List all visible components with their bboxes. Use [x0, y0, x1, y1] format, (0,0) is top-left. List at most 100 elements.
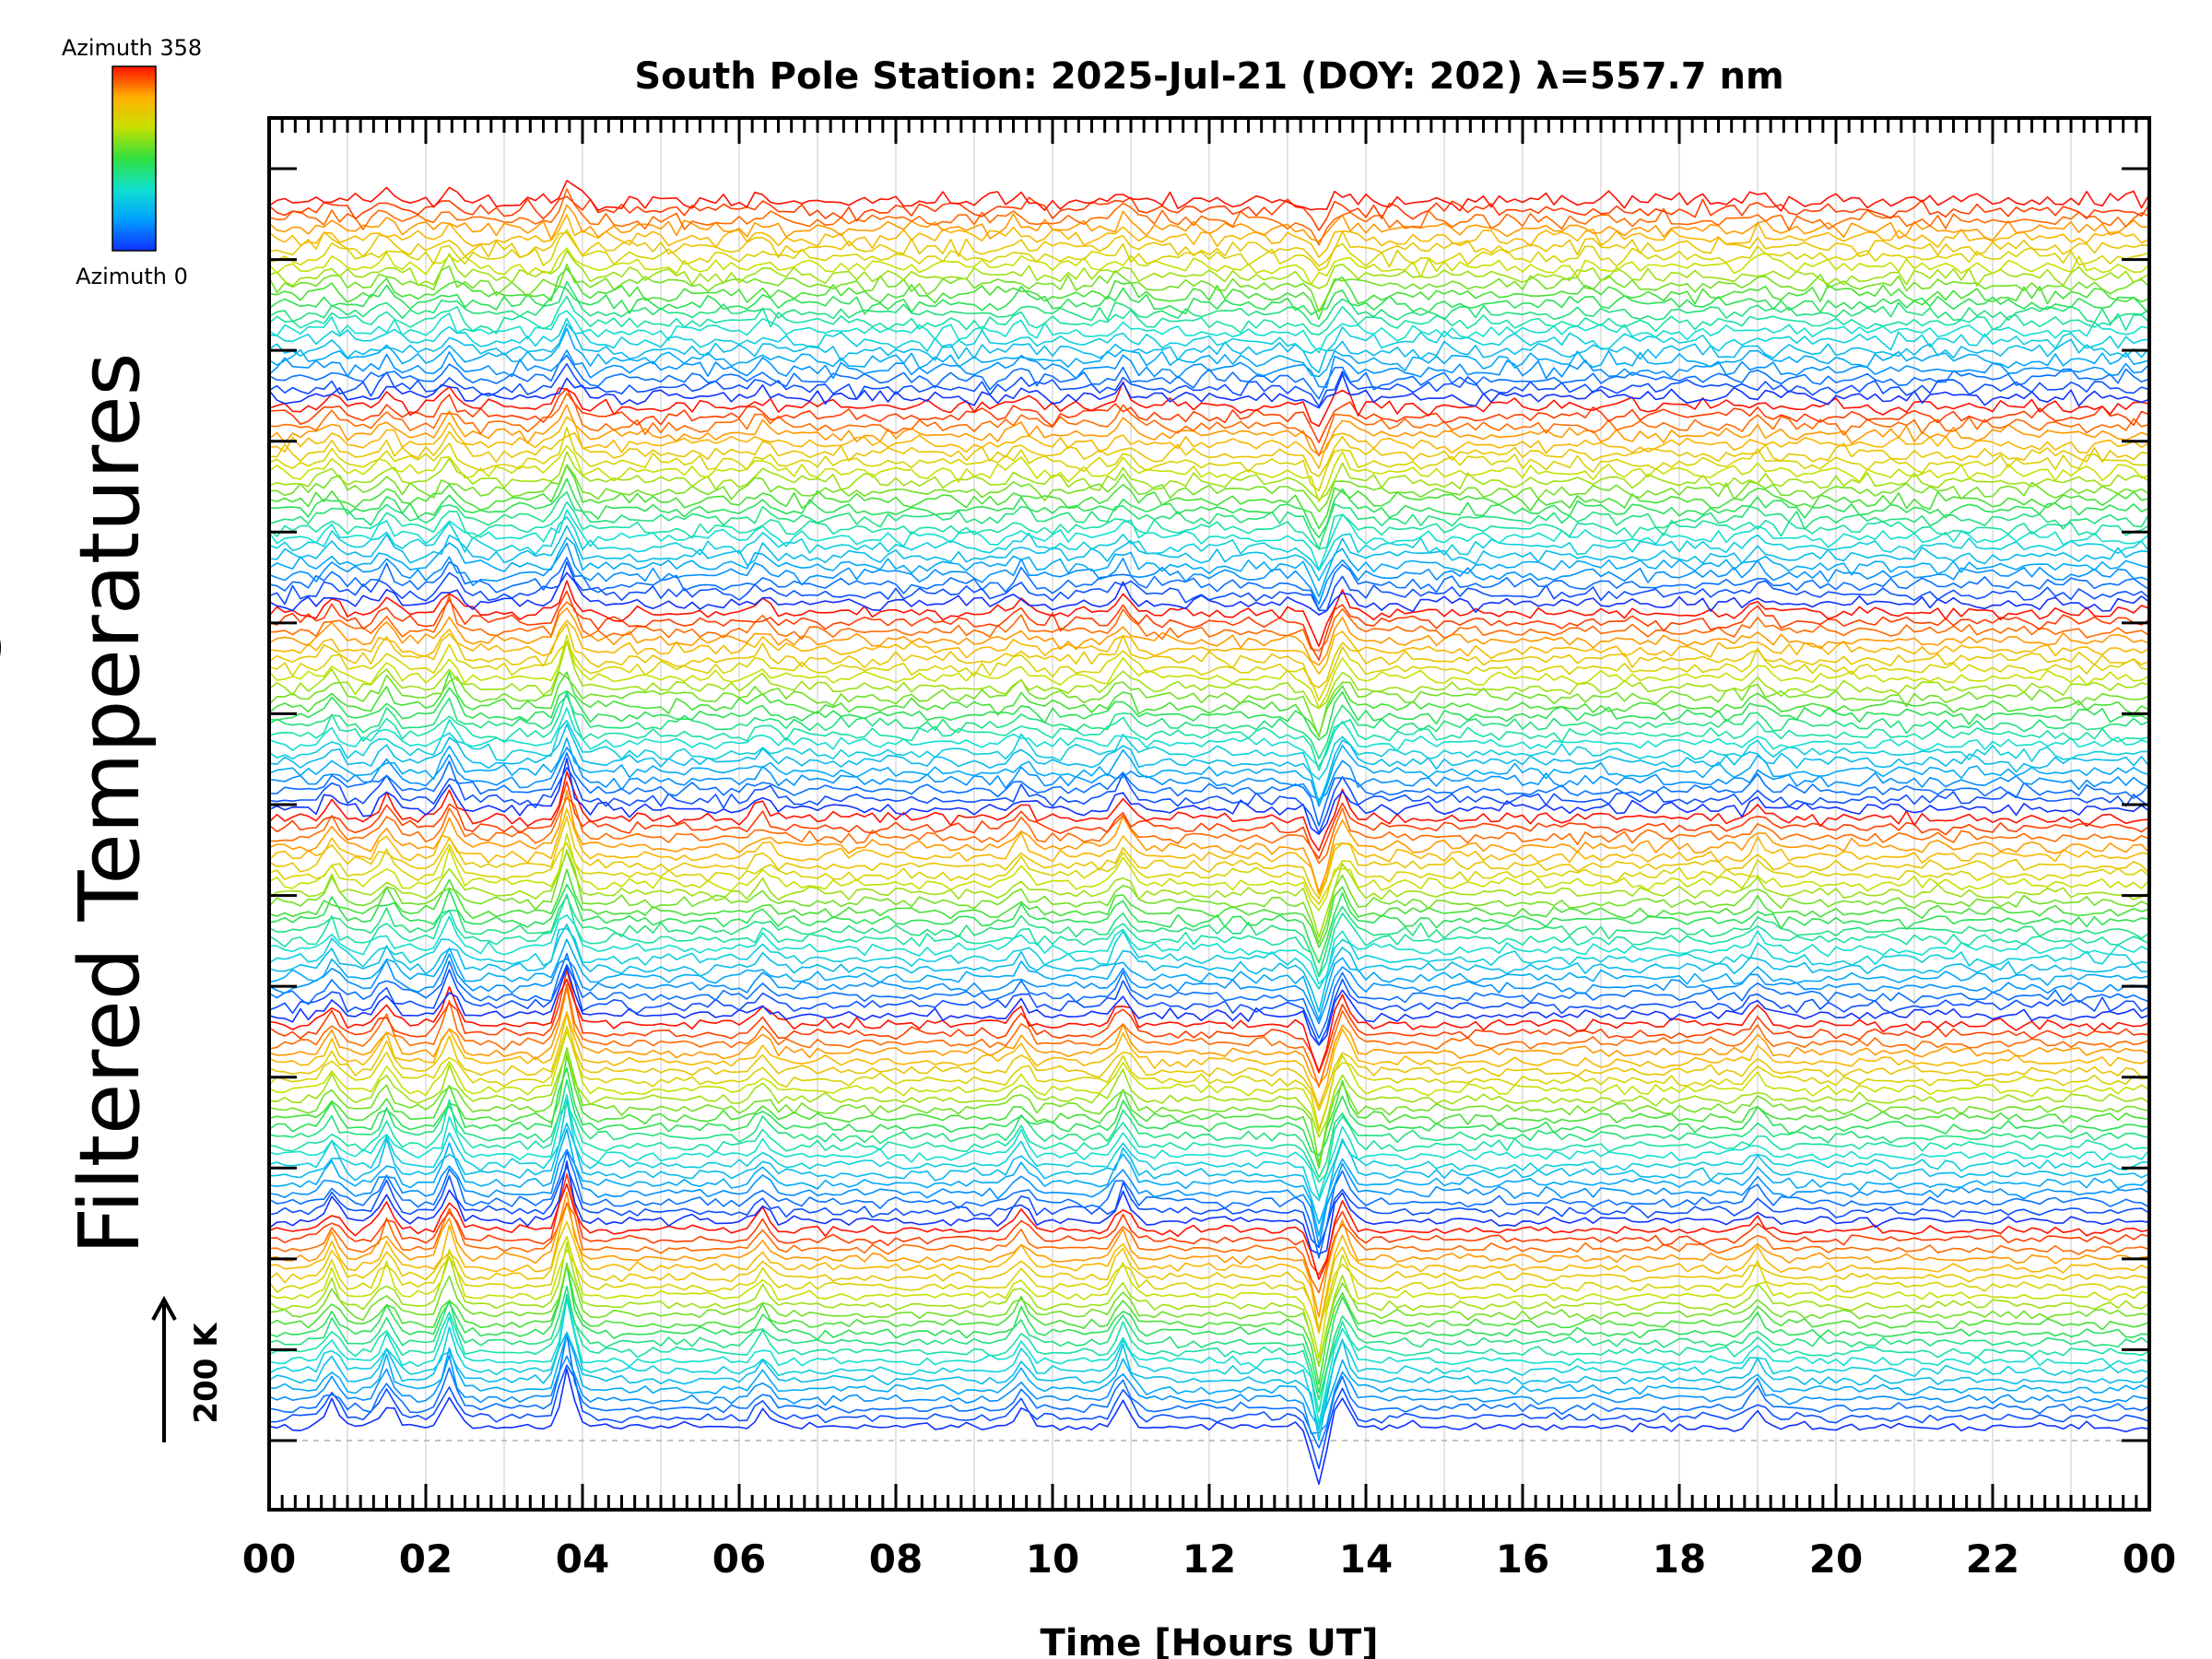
- temperature-trace: [269, 229, 2149, 272]
- temperature-trace: [269, 180, 2149, 212]
- x-tick-label: 18: [1653, 1536, 1706, 1582]
- temperature-trace: [269, 1099, 2149, 1183]
- temperature-trace: [269, 1030, 2149, 1133]
- temperature-trace: [269, 789, 2149, 894]
- x-tick-label: 10: [1026, 1536, 1079, 1582]
- temperature-trace: [269, 983, 2149, 1088]
- x-tick-label: 22: [1966, 1536, 2019, 1582]
- temperature-trace: [269, 895, 2149, 977]
- temperature-trace: [269, 606, 2149, 666]
- temperature-trace: [269, 1123, 2149, 1225]
- temperature-trace: [269, 868, 2149, 948]
- x-tick-label: 14: [1339, 1536, 1393, 1582]
- temperature-trace: [269, 1220, 2149, 1335]
- temperature-trace: [269, 913, 2149, 985]
- temperature-trace: [269, 1249, 2149, 1359]
- temperature-trace: [269, 752, 2149, 827]
- temperature-trace: [269, 590, 2149, 661]
- x-tick-label: 06: [712, 1536, 766, 1582]
- temperature-trace: [269, 536, 2149, 598]
- temperature-trace: [269, 1368, 2149, 1486]
- temperature-trace: [269, 1236, 2149, 1329]
- temperature-trace: [269, 416, 2149, 469]
- temperature-trace: [269, 1241, 2149, 1366]
- temperature-trace: [269, 310, 2149, 354]
- temperature-trace: [269, 1052, 2149, 1138]
- temperature-trace: [269, 594, 2149, 652]
- temperature-trace: [269, 560, 2149, 612]
- temperature-trace: [269, 1265, 2149, 1394]
- temperature-trace: [269, 263, 2149, 312]
- temperature-trace: [269, 250, 2149, 289]
- temperature-trace: [269, 1182, 2149, 1280]
- colorbar-gradient: [112, 65, 157, 252]
- chart-title: South Pole Station: 2025-Jul-21 (DOY: 20…: [634, 55, 1783, 98]
- temperature-trace: [269, 952, 2149, 1040]
- y-axis-label-fragment: g: [0, 618, 4, 671]
- scale-bar-label: 200 K: [188, 1322, 225, 1424]
- temperature-trace: [269, 1265, 2149, 1368]
- temperature-trace: [269, 1202, 2149, 1333]
- temperature-trace: [269, 500, 2149, 550]
- temperature-trace: [269, 816, 2149, 900]
- temperature-trace: [269, 687, 2149, 741]
- temperature-trace: [269, 796, 2149, 865]
- temperature-trace: [269, 515, 2149, 571]
- temperature-trace: [269, 1151, 2149, 1259]
- temperature-trace: [269, 694, 2149, 759]
- temperature-trace: [269, 849, 2149, 944]
- temperature-trace: [269, 1165, 2149, 1249]
- temperature-trace: [269, 623, 2149, 688]
- temperature-trace: [269, 986, 2149, 1087]
- temperature-trace: [269, 781, 2149, 860]
- temperature-trace: [269, 1364, 2149, 1470]
- temperature-trace: [269, 883, 2149, 964]
- x-tick-label: 00: [242, 1536, 296, 1582]
- x-tick-label: 02: [399, 1536, 453, 1582]
- y-axis-label: Filtered Temperatures: [62, 352, 159, 1254]
- temperature-trace: [269, 1010, 2149, 1108]
- temperature-trace: [269, 1355, 2149, 1435]
- temperature-trace: [269, 1078, 2149, 1179]
- temperature-trace: [269, 1148, 2149, 1247]
- temperature-trace: [269, 1294, 2149, 1413]
- temperature-trace: [269, 362, 2149, 407]
- temperature-trace: [269, 953, 2149, 1025]
- temperature-trace: [269, 641, 2149, 701]
- temperature-trace: [269, 771, 2149, 852]
- temperature-trace: [269, 1262, 2149, 1385]
- temperature-trace: [269, 927, 2149, 990]
- temperature-trace: [269, 195, 2149, 231]
- temperature-trace: [269, 349, 2149, 389]
- temperature-trace: [269, 832, 2149, 912]
- temperature-trace: [269, 354, 2149, 400]
- temperature-trace: [269, 893, 2149, 978]
- temperature-trace: [269, 464, 2149, 512]
- temperature-trace: [269, 967, 2149, 1046]
- temperature-trace: [269, 969, 2149, 1074]
- temperature-trace: [269, 317, 2149, 355]
- temperature-trace: [269, 381, 2149, 428]
- temperature-trace: [269, 373, 2149, 409]
- temperature-trace: [269, 1333, 2149, 1449]
- temperature-trace: [269, 1066, 2149, 1157]
- temperature-trace: [269, 736, 2149, 807]
- temperature-trace: [269, 851, 2149, 938]
- temperature-trace: [269, 426, 2149, 492]
- temperature-trace: [269, 477, 2149, 539]
- temperature-trace: [269, 1128, 2149, 1237]
- scale-bar: 200 K: [151, 1295, 225, 1442]
- temperature-trace: [269, 619, 2149, 676]
- temperature-trace: [269, 634, 2149, 709]
- temperature-trace: [269, 978, 2149, 1073]
- x-tick-label: 04: [556, 1536, 609, 1582]
- colorbar: Azimuth 358 Azimuth 0: [62, 35, 202, 289]
- temperature-trace: [269, 719, 2149, 781]
- temperature-trace: [269, 327, 2149, 378]
- temperature-trace: [269, 404, 2149, 456]
- x-tick-label: 08: [869, 1536, 923, 1582]
- temperature-trace: [269, 323, 2149, 374]
- temperature-trace: [269, 1100, 2149, 1202]
- x-axis-label: Time [Hours UT]: [1041, 1622, 1379, 1659]
